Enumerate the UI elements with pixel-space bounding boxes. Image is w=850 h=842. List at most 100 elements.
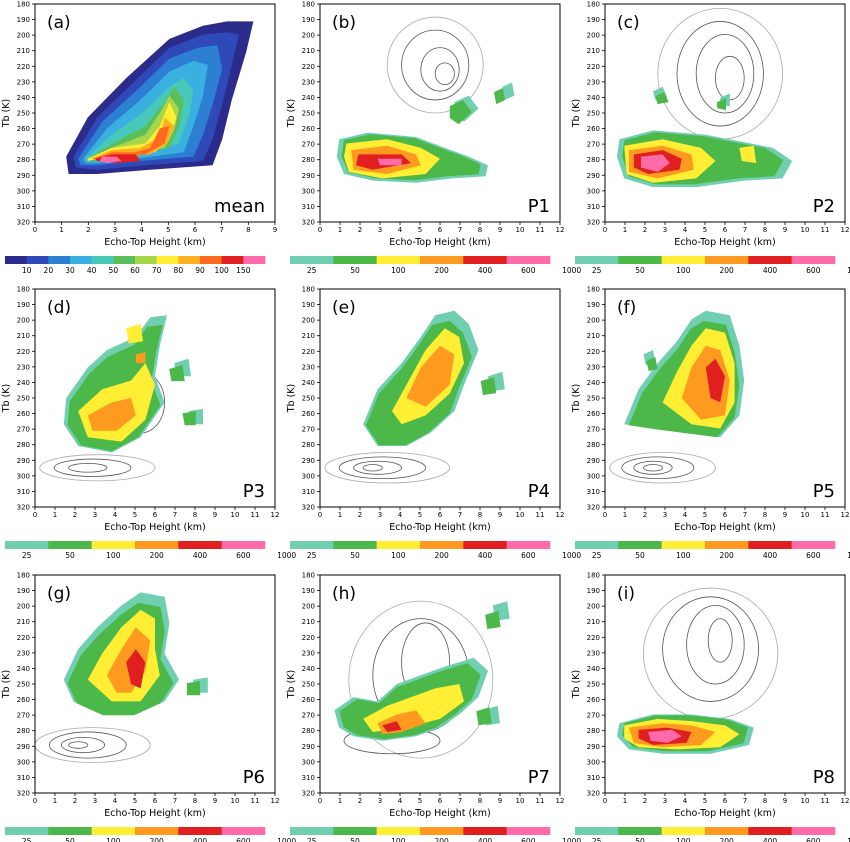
y-tick-label: 240 (17, 94, 30, 102)
panel-name: P7 (528, 767, 550, 788)
colorbar-label: 50 (350, 266, 360, 275)
x-tick-label: 11 (536, 511, 545, 519)
colorbar: 25 50 100 200 400 600 1000 (290, 256, 581, 275)
x-tick-label: 2 (73, 511, 77, 519)
plot-area (35, 4, 275, 222)
colorbar-segment (355, 827, 377, 835)
x-tick-label: 3 (378, 797, 382, 805)
x-tick-label: 2 (358, 511, 362, 519)
x-tick-label: 1 (338, 511, 342, 519)
freq-pink-region (641, 154, 670, 172)
y-tick-label: 250 (587, 110, 600, 118)
x-tick-label: 3 (93, 511, 97, 519)
freq-orange-region (87, 398, 136, 431)
colorbar-segment (26, 827, 49, 835)
x-tick-label: 3 (663, 797, 667, 805)
x-axis-label: Echo-Top Height (km) (104, 237, 205, 248)
y-tick-label: 230 (17, 363, 30, 371)
x-tick-label: 0 (33, 511, 37, 519)
x-tick-label: 7 (458, 226, 462, 234)
colorbar-segment (705, 256, 727, 264)
colorbar-label: 100 (391, 551, 406, 560)
x-tick-label: 9 (498, 797, 502, 805)
x-tick-label: 6 (193, 226, 198, 234)
y-tick-label: 290 (17, 743, 30, 751)
colorbar-segment (221, 827, 244, 835)
y-tick-label: 220 (302, 348, 315, 356)
colorbar-segment (135, 256, 157, 264)
x-tick-label: 4 (139, 226, 144, 234)
colorbar-label: 200 (435, 837, 450, 842)
colorbar-label: 25 (592, 837, 602, 842)
colorbar-label: 1000 (562, 266, 581, 275)
x-axis-label: Echo-Top Height (km) (389, 237, 490, 248)
x-tick-label: 7 (173, 797, 177, 805)
panel-h: 0 1 2 3 4 5 6 7 8 9 10 11 12180190200210220230240250… (286, 572, 581, 842)
colorbar-segment (398, 827, 421, 835)
x-tick-label: 0 (33, 797, 37, 805)
y-tick-label: 300 (17, 472, 30, 480)
colorbar-segment (290, 827, 312, 835)
x-tick-label: 9 (213, 511, 217, 519)
panel-name: P8 (813, 767, 835, 788)
x-tick-label: 3 (378, 511, 382, 519)
x-tick-label: 5 (418, 797, 422, 805)
y-tick-label: 260 (17, 410, 30, 418)
x-tick-label: 12 (556, 797, 565, 805)
contour-line (68, 463, 108, 473)
colorbar-segment (791, 827, 814, 835)
x-axis-label: Echo-Top Height (km) (674, 522, 775, 533)
x-tick-label: 8 (763, 226, 767, 234)
colorbar-segment (596, 541, 619, 549)
panel-name: P5 (813, 481, 835, 502)
colorbar-segment (48, 827, 71, 835)
colorbar-label: 600 (521, 837, 536, 842)
y-tick-label: 230 (17, 649, 30, 657)
y-axis-label: Tb (K) (1, 99, 12, 129)
y-tick-label: 280 (17, 441, 30, 449)
colorbar-label: 600 (806, 551, 821, 560)
freq-50-region (476, 707, 492, 726)
x-tick-label: 2 (358, 226, 362, 234)
contour-line (338, 456, 426, 480)
x-tick-label: 4 (398, 226, 403, 234)
panel-label: (i) (617, 584, 635, 604)
panel-name: P1 (528, 196, 550, 217)
colorbar-segment (770, 256, 792, 264)
freq-orange-region (406, 345, 455, 407)
x-tick-label: 5 (133, 797, 137, 805)
colorbar-label: 25 (592, 551, 602, 560)
x-tick-label: 4 (113, 797, 118, 805)
colorbar-segment (596, 256, 619, 264)
colorbar-segment (290, 541, 312, 549)
x-tick-label: 4 (398, 511, 403, 519)
colorbar-segment (683, 541, 706, 549)
y-tick-label: 240 (302, 379, 315, 387)
y-tick-label: 210 (17, 332, 30, 340)
x-tick-label: 7 (743, 226, 747, 234)
colorbar-segment (441, 541, 464, 549)
x-tick-label: 9 (783, 511, 787, 519)
y-tick-label: 270 (17, 426, 30, 434)
colorbar-segment (791, 541, 814, 549)
y-tick-label: 300 (302, 758, 315, 766)
colorbar-label: 100 (106, 837, 121, 842)
plot-area (320, 4, 560, 222)
y-tick-label: 200 (302, 32, 315, 40)
colorbar-segment (376, 256, 399, 264)
freq-50-region (494, 88, 505, 105)
x-tick-label: 1 (623, 797, 627, 805)
colorbar-segment (420, 256, 442, 264)
y-tick-label: 190 (302, 16, 315, 24)
y-tick-label: 210 (302, 332, 315, 340)
colorbar-segment (528, 827, 551, 835)
colorbar-segment (575, 827, 597, 835)
colorbar-segment (178, 541, 201, 549)
colorbar-label: 100 (391, 266, 406, 275)
panel-label: (a) (47, 13, 71, 33)
y-tick-label: 200 (17, 603, 30, 611)
colorbar-segment (333, 541, 356, 549)
x-tick-label: 2 (73, 797, 77, 805)
panel-e: 0 1 2 3 4 5 6 7 8 9 10 11 12180190200210220230240250… (286, 286, 581, 561)
contour-line (49, 731, 127, 759)
